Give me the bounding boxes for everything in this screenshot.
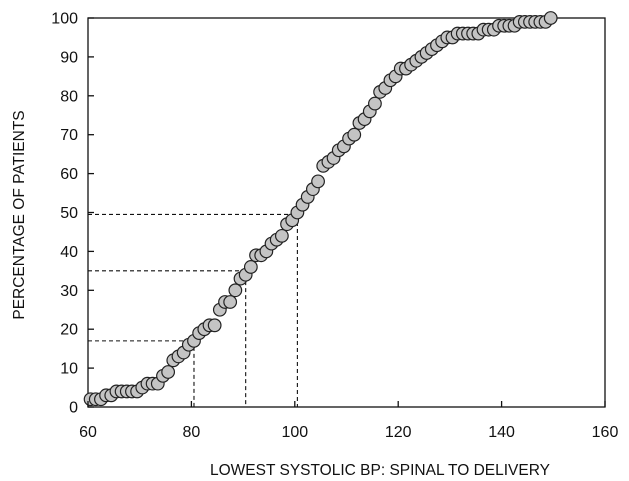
data-point — [368, 96, 382, 111]
x-tick-label: 100 — [281, 424, 308, 441]
x-tick-label: 140 — [488, 424, 515, 441]
x-tick-label: 60 — [79, 424, 97, 441]
data-point — [223, 295, 238, 309]
y-tick-label: 100 — [51, 11, 78, 28]
y-tick-label: 40 — [60, 244, 78, 261]
y-tick-label: 50 — [60, 205, 78, 222]
y-tick-label: 60 — [60, 166, 78, 183]
data-point — [243, 260, 258, 274]
x-tick-label: 160 — [592, 424, 619, 441]
x-axis: 60 80 100 120 140 160 — [79, 401, 618, 441]
plot-frame — [87, 17, 606, 408]
data-point — [543, 11, 558, 25]
data-point — [274, 228, 289, 243]
data-point — [311, 174, 325, 189]
y-axis-title: PERCENTAGE OF PATIENTS — [11, 110, 28, 319]
data-point — [347, 127, 362, 142]
y-tick-label: 70 — [60, 127, 78, 144]
y-tick-label: 30 — [60, 283, 78, 300]
data-point — [161, 365, 176, 379]
reference-line — [88, 213, 298, 407]
data-point — [228, 283, 243, 298]
plot-area — [87, 17, 606, 408]
y-tick-label: 80 — [60, 88, 78, 105]
y-tick-label: 90 — [60, 49, 78, 66]
data-points — [83, 11, 558, 407]
x-axis-title: LOWEST SYSTOLIC BP: SPINAL TO DELIVERY — [210, 462, 550, 479]
y-tick-label: 0 — [69, 400, 78, 417]
x-tick-label: 80 — [183, 424, 201, 441]
data-point — [207, 318, 222, 333]
y-axis: 0 10 20 30 40 50 60 70 80 90 100 — [51, 11, 94, 417]
y-tick-label: 10 — [60, 361, 78, 378]
x-tick-label: 120 — [385, 424, 412, 441]
y-tick-label: 20 — [60, 322, 78, 339]
